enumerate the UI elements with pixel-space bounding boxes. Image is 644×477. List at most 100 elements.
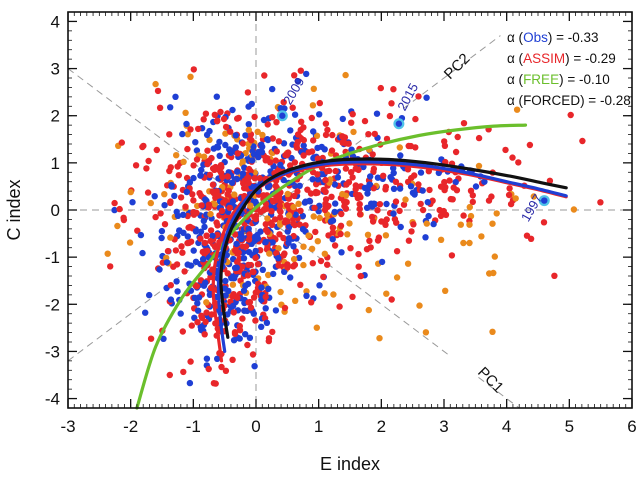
scatter-point-assim [415,93,422,100]
scatter-point-obs [174,288,181,295]
scatter-point-assim [526,141,534,149]
scatter-point-assim [215,192,222,199]
scatter-point-assim [291,159,299,166]
scatter-point-obs [300,142,307,149]
scatter-point-assim [157,210,164,217]
scatter-point-assim [312,228,319,236]
scatter-point-free [231,191,238,198]
scatter-point-assim [262,221,269,228]
scatter-point-obs [222,277,229,285]
scatter-point-free [222,130,229,137]
scatter-point-obs [275,255,282,262]
scatter-point-obs [193,147,201,154]
scatter-point-obs [186,379,194,387]
scatter-point-assim [229,356,236,363]
scatter-point-assim [332,167,339,175]
scatter-point-assim [267,159,274,166]
scatter-point-obs [277,161,284,169]
scatter-point-assim [273,250,280,257]
scatter-point-assim [540,219,548,226]
scatter-point-assim [231,293,238,300]
scatter-point-assim [337,230,344,238]
scatter-point-assim [204,160,211,168]
scatter-point-assim [154,87,162,95]
scatter-point-obs [370,200,378,207]
scatter-point-obs [291,111,299,118]
scatter-point-assim [349,174,356,181]
scatter-point-assim [357,272,364,280]
scatter-point-assim [366,237,373,244]
scatter-point-obs [310,128,317,135]
scatter-point-assim [273,148,280,155]
scatter-point-assim [460,120,468,127]
scatter-point-free [284,190,291,198]
scatter-point-assim [167,199,174,207]
scatter-point-assim [230,309,237,316]
scatter-point-assim [208,311,215,318]
scatter-point-obs [285,235,293,242]
scatter-point-free [512,195,519,202]
scatter-point-obs [242,331,249,338]
scatter-point-assim [280,234,287,242]
scatter-point-obs [251,363,258,370]
scatter-point-obs [250,143,257,150]
scatter-point-assim [251,113,258,121]
scatter-point-obs [191,314,198,321]
scatter-point-free [167,234,174,241]
y-tick-label: -3 [45,342,60,361]
scatter-point-obs [146,291,153,299]
scatter-point-obs [287,127,294,134]
scatter-point-assim [506,185,513,192]
scatter-point-assim [300,152,307,159]
scatter-point-assim [244,89,252,96]
scatter-point-assim [217,108,224,116]
scatter-point-obs [151,193,158,200]
scatter-point-obs [258,323,265,330]
scatter-point-assim [240,180,247,187]
scatter-point-obs [255,153,262,161]
scatter-point-obs [236,335,243,342]
scatter-point-assim [368,213,376,221]
scatter-point-assim [407,142,415,150]
scatter-point-obs [233,240,240,248]
scatter-point-obs [318,143,325,151]
scatter-point-free [229,281,237,288]
scatter-point-obs [277,105,284,112]
scatter-point-free [259,131,266,139]
scatter-point-obs [176,227,183,235]
scatter-point-assim [404,166,412,173]
scatter-point-assim [322,188,329,195]
scatter-point-assim [291,192,298,200]
scatter-point-assim [309,260,316,267]
fit-curves [135,123,568,410]
scatter-point-assim [239,263,246,270]
scatter-point-obs [180,211,187,218]
scatter-point-assim [320,273,327,281]
scatter-point-free [265,271,272,279]
scatter-point-obs [158,227,166,235]
scatter-point-assim [314,171,321,178]
scatter-point-obs [287,274,294,281]
scatter-point-free [266,250,273,257]
scatter-point-assim [198,202,205,209]
scatter-point-free [478,233,485,240]
scatter-point-assim [505,191,513,199]
scatter-point-free [127,188,134,196]
year-point [279,112,286,119]
scatter-point-obs [202,196,209,203]
legend-name-free: FREE [523,72,559,87]
fit-curve-obs [216,160,568,353]
scatter-point-free [206,136,213,144]
scatter-point-assim [277,214,284,221]
scatter-point-assim [250,294,258,301]
scatter-point-assim [179,249,186,256]
scatter-point-assim [280,252,287,259]
legend-name-forced: FORCED [523,93,580,108]
scatter-point-assim [298,118,305,126]
scatter-point-assim [207,237,214,245]
scatter-point-assim [270,198,277,205]
scatter-point-assim [284,264,291,271]
scatter-point-assim [410,221,417,228]
scatter-point-obs [229,106,236,114]
scatter-point-assim [207,227,215,234]
